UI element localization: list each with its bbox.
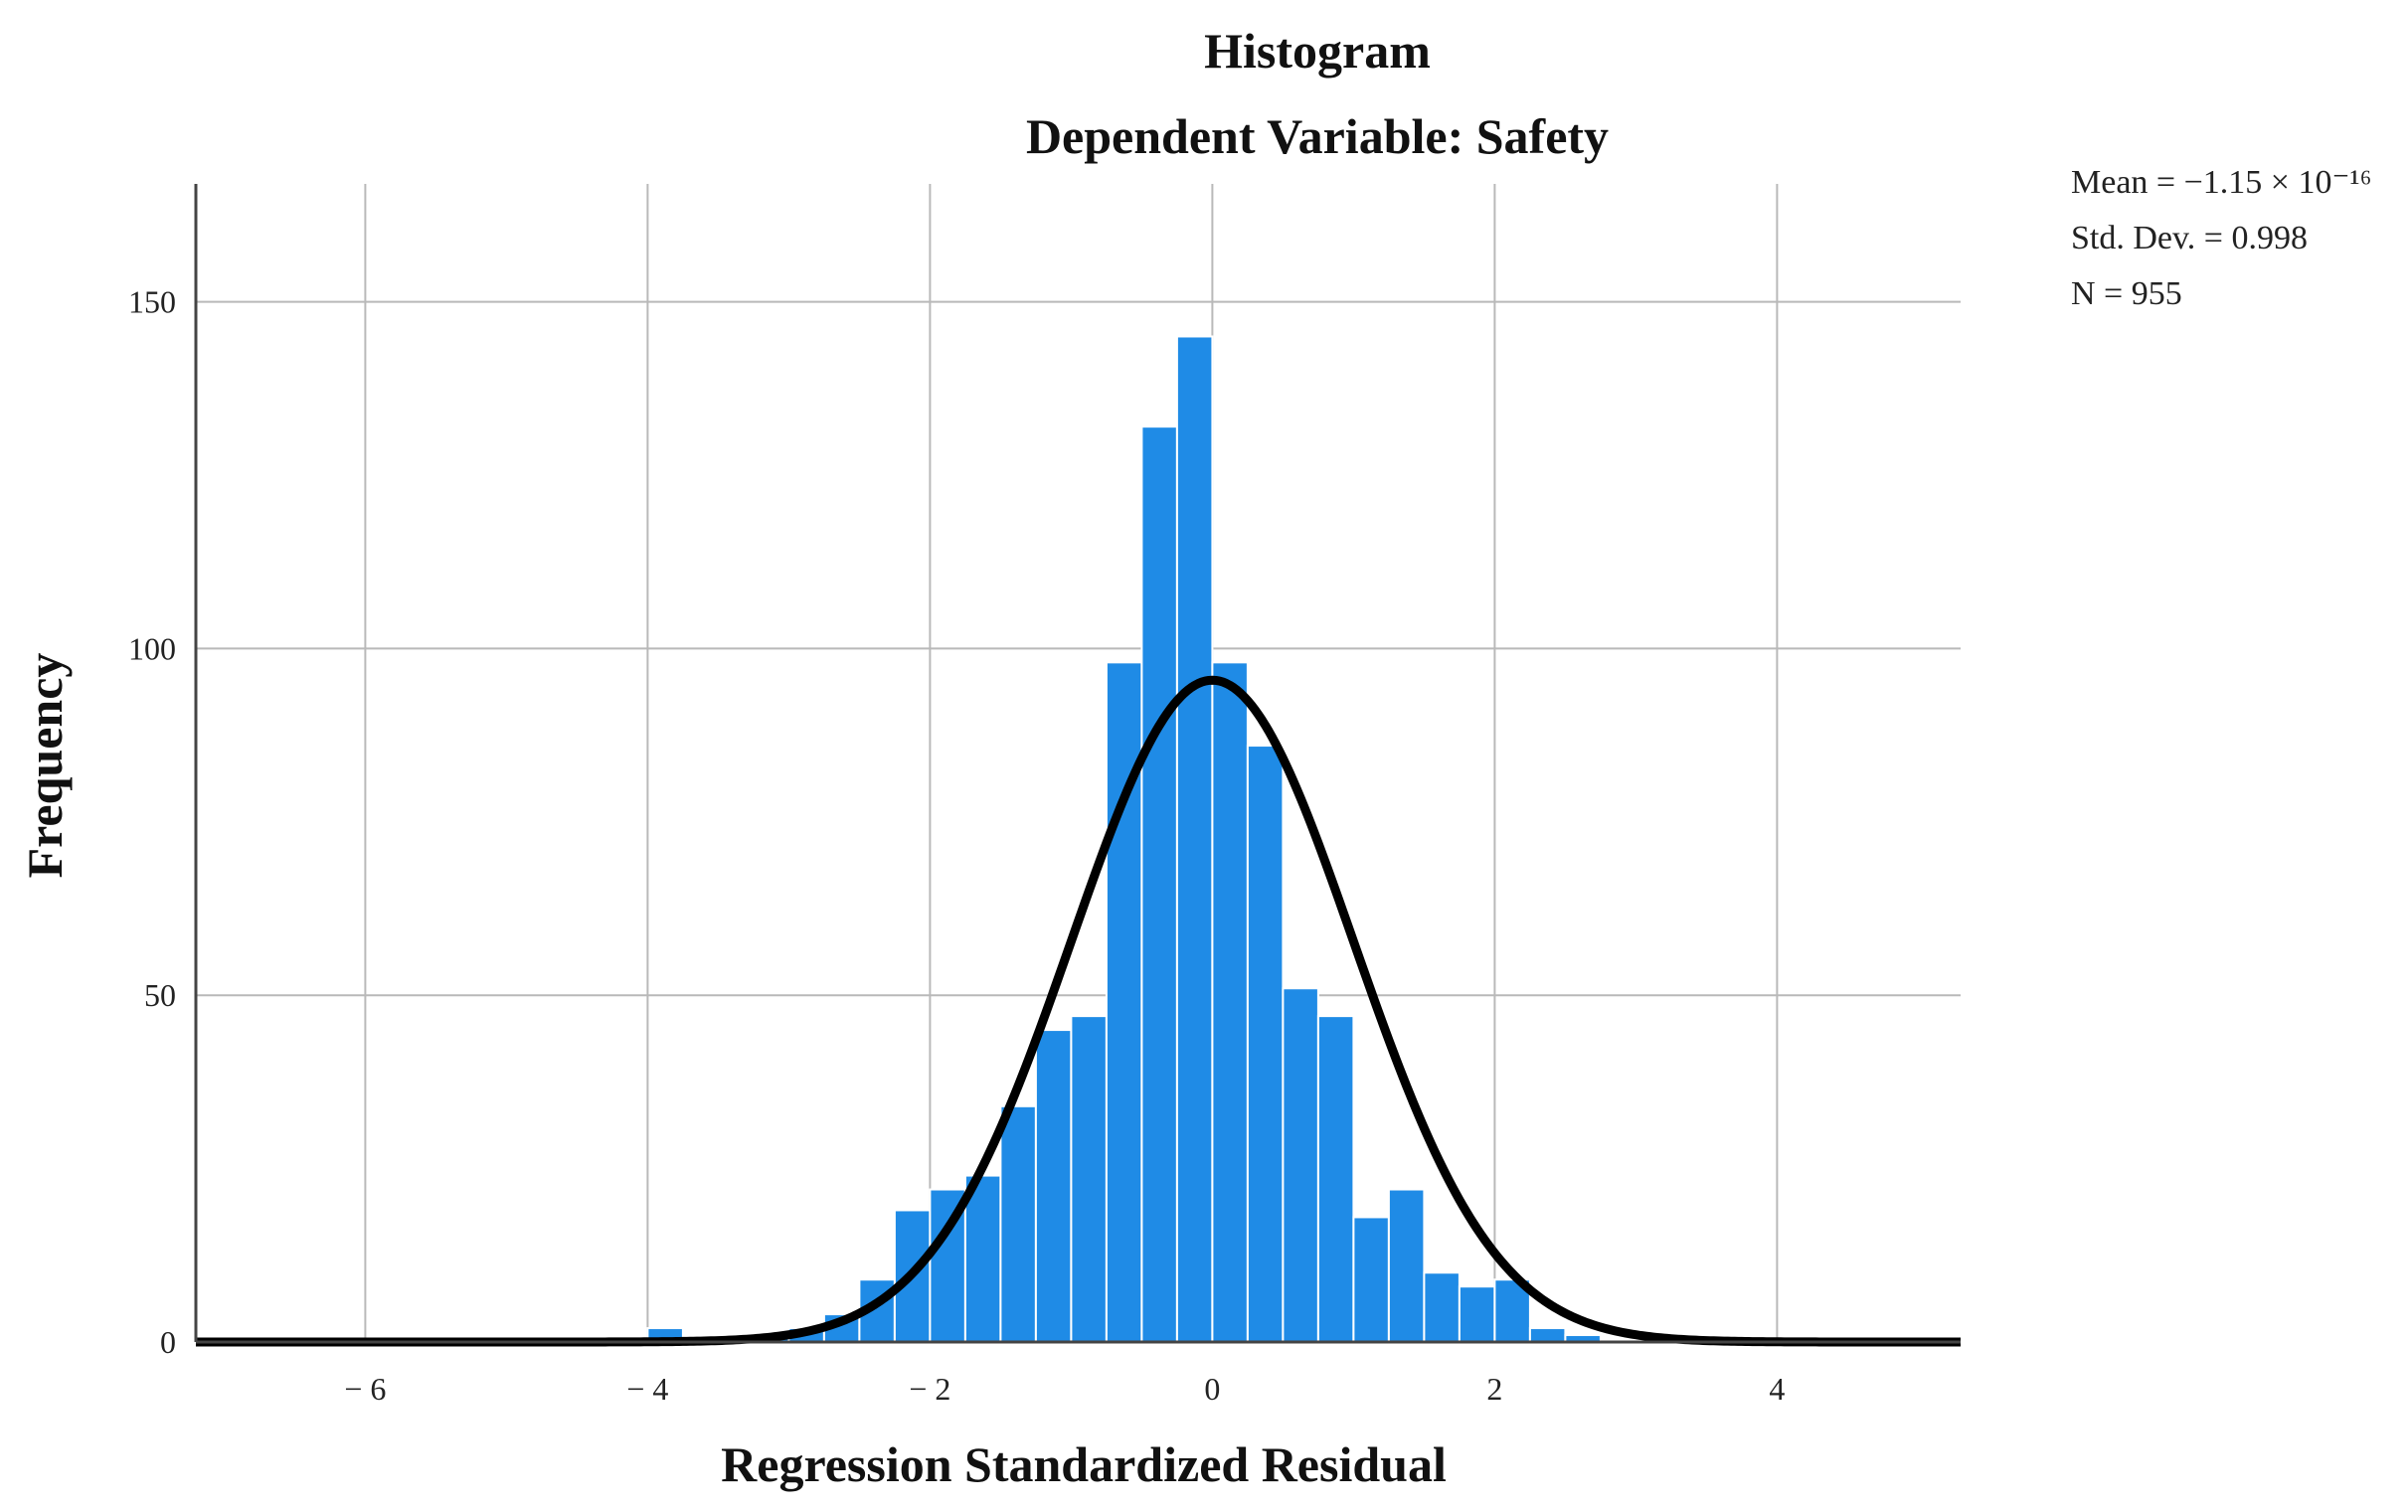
histogram-bars — [646, 335, 1602, 1344]
y-tick-label-3: 150 — [128, 284, 176, 320]
histogram-bar-18 — [1352, 1216, 1390, 1344]
x-tick-label-4: 2 — [1486, 1371, 1502, 1407]
y-axis-label: Frequency — [17, 653, 73, 879]
y-tick-label-0: 0 — [160, 1324, 176, 1360]
histogram-bar-7 — [963, 1174, 1002, 1343]
histogram-bar-21 — [1458, 1285, 1496, 1344]
y-tick-label-1: 50 — [144, 977, 176, 1013]
histogram-bar-16 — [1282, 987, 1319, 1343]
histogram-bar-17 — [1316, 1015, 1355, 1343]
histogram-bar-14 — [1211, 661, 1249, 1343]
histogram-bar-12 — [1140, 425, 1178, 1343]
x-tick-label-5: 4 — [1769, 1371, 1785, 1407]
histogram-bar-23 — [1528, 1327, 1567, 1343]
chart-title: Histogram — [1204, 23, 1431, 79]
x-tick-label-3: 0 — [1204, 1371, 1220, 1407]
histogram-bar-8 — [999, 1104, 1037, 1343]
histogram-bar-10 — [1070, 1015, 1108, 1343]
stats-mean: Mean = −1.15 × 10⁻¹⁶ — [2071, 164, 2371, 201]
stats-std-dev: Std. Dev. = 0.998 — [2071, 220, 2308, 256]
x-tick-label-1: − 4 — [626, 1371, 668, 1407]
histogram-bar-20 — [1423, 1271, 1461, 1343]
y-tick-label-2: 100 — [128, 630, 176, 666]
grid-lines — [196, 184, 1961, 1342]
chart-subtitle: Dependent Variable: Safety — [1026, 108, 1609, 164]
histogram-bar-13 — [1175, 335, 1214, 1343]
histogram-bar-15 — [1246, 745, 1285, 1343]
axes — [194, 184, 1961, 1344]
histogram-bar-9 — [1034, 1029, 1073, 1344]
histogram-bar-6 — [929, 1188, 966, 1344]
histogram-bar-19 — [1387, 1188, 1426, 1344]
tick-labels: − 6 − 4 − 2 0 2 4 0 50 100 150 — [128, 284, 1785, 1407]
stats-legend: Mean = −1.15 × 10⁻¹⁶ Std. Dev. = 0.998 N… — [2071, 164, 2371, 312]
x-tick-label-2: − 2 — [909, 1371, 950, 1407]
x-tick-label-0: − 6 — [344, 1371, 386, 1407]
x-axis-label: Regression Standardized Residual — [721, 1436, 1447, 1492]
stats-n: N = 955 — [2071, 275, 2182, 312]
